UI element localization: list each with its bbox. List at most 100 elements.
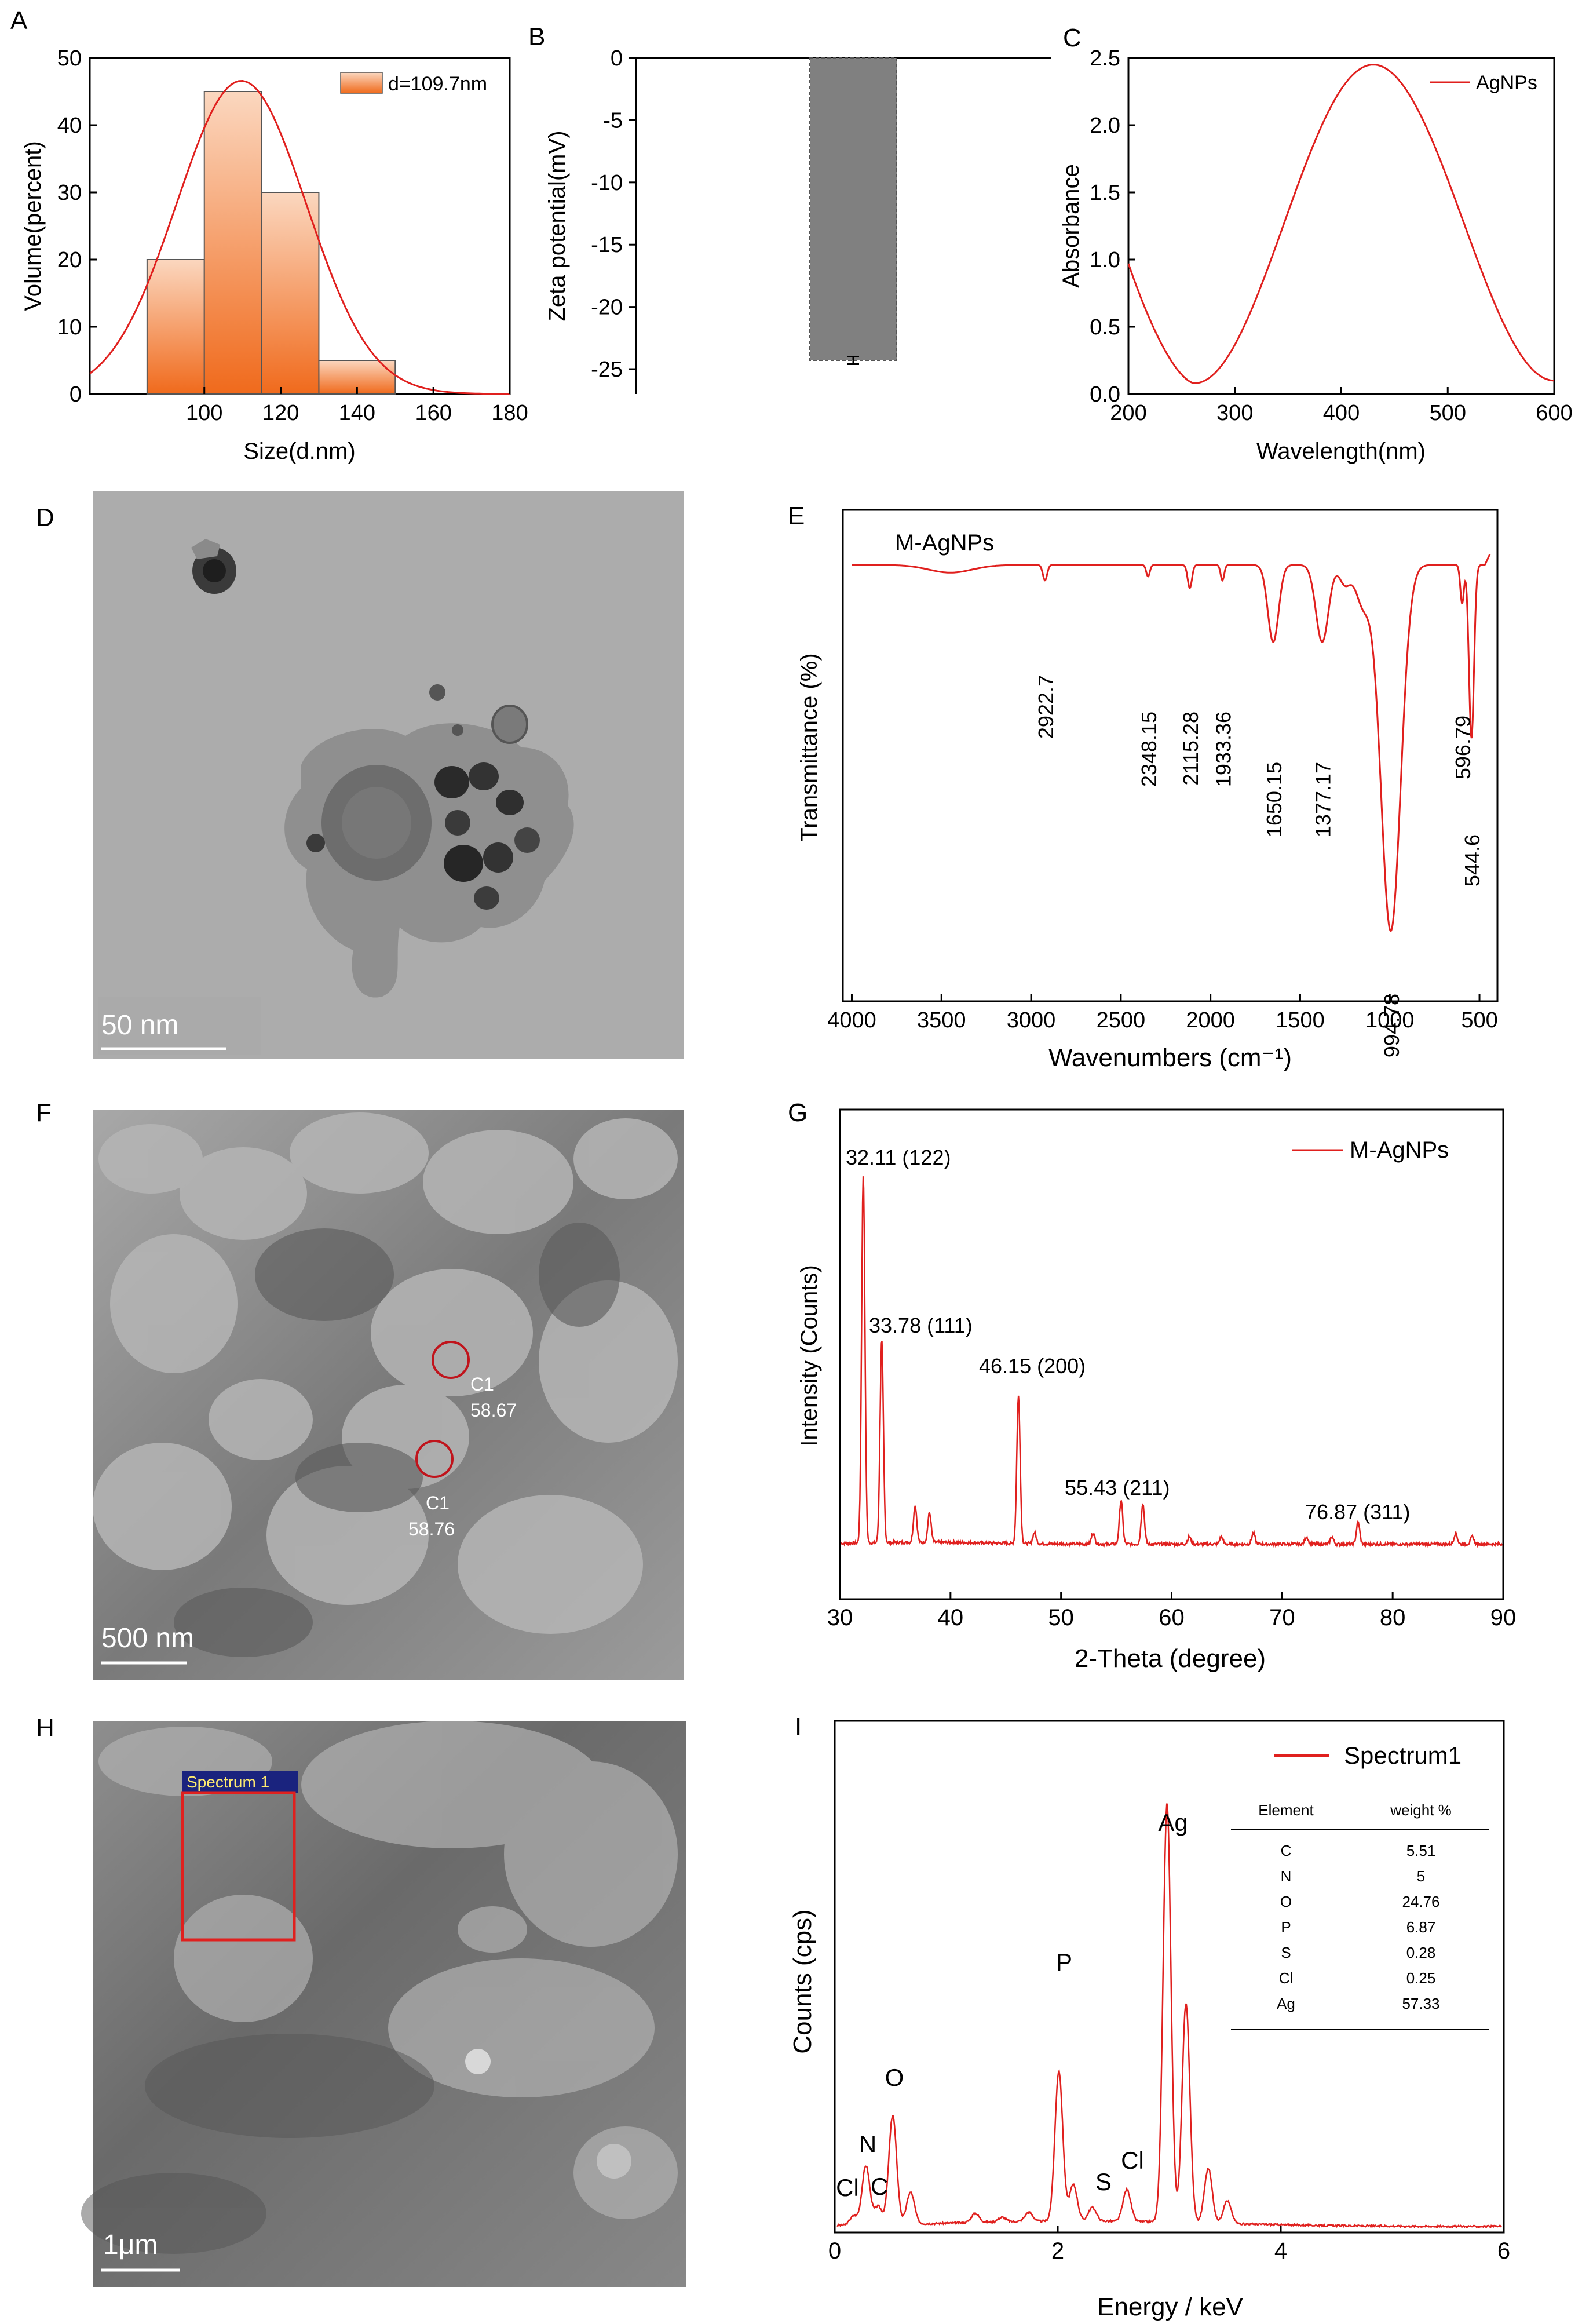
scale-label-d: 50 nm [101,1010,178,1041]
legend-label-g: M-AgNPs [1350,1137,1449,1163]
y-tick-label-a: 50 [57,46,82,71]
peak-label-i: Cl [836,2174,859,2201]
peak-label-e: 1377.17 [1311,762,1335,837]
table-cell-weight: 6.87 [1406,1918,1436,1936]
y-tick-label-c: 2.0 [1090,114,1120,138]
y-tick-label-b: -15 [591,233,623,257]
peak-label-i: Cl [1121,2147,1144,2174]
element-table: Element weight % C 5.51 N 5 O 24.76 P 6.87 S 0.28… [1231,1801,1489,2030]
y-tick-label-c: 0.5 [1090,315,1120,340]
x-tick-label-c: 600 [1536,401,1572,425]
x-tick-label-e: 1500 [1276,1008,1325,1033]
spectrum-region-label: Spectrum 1 [187,1773,269,1791]
table-cell-weight: 5.51 [1406,1842,1436,1859]
peak-label-g: 32.11 (122) [846,1145,951,1169]
peak-label-i: S [1095,2168,1112,2195]
peak-label-e: 2348.15 [1137,712,1161,787]
x-tick-label-i: 6 [1497,2238,1510,2264]
marker-circle-2 [415,1440,454,1478]
panel-e: E 2922.7 2348.15 2115.28 1933.36 1650.15 1377… [788,502,1499,1072]
series-label-e: M-AgNPs [895,530,994,556]
table-cell-weight: 57.33 [1402,1995,1439,2012]
y-tick-label-c: 1.0 [1090,248,1120,272]
panel-label-a: A [10,6,28,35]
bars-a [146,91,396,395]
panel-g: G 32.11 (122) 33.78 (111) 46.15 (200) 55.43… [788,1099,1516,1673]
peak-label-e: 1933.36 [1211,712,1235,787]
panel-label-i: I [795,1713,802,1741]
peak-label-i: N [859,2130,876,2158]
x-tick-label-g: 40 [938,1605,964,1630]
x-tick-label-a: 160 [415,401,451,425]
x-tick-label-g: 50 [1048,1605,1074,1630]
y-tick-label-a: 30 [57,181,82,205]
spectrum-label-box [182,1771,298,1793]
panel-label-b: B [528,23,545,51]
x-tick-label-a: 120 [262,401,299,425]
xrd-curve [841,1176,1503,1549]
panel-label-d: D [36,504,54,532]
peak-label-i: O [885,2064,904,2091]
x-tick-label-i: 2 [1051,2238,1064,2264]
x-tick-label-g: 30 [827,1605,853,1630]
panel-label-h: H [36,1714,54,1742]
marker-value-1: 58.67 [470,1400,517,1421]
x-tick-label-g: 90 [1490,1605,1517,1630]
panel-label-f: F [36,1099,52,1127]
table-cell-element: Cl [1279,1969,1294,1987]
panel-label-g: G [788,1099,808,1127]
plot-frame-i [834,1720,1505,2234]
gaussian-fit-curve [89,79,510,395]
panel-c: C 200 300 400 500 600 0.0 0.5 1.0 1.5 2.0 2.5 AgN… [1058,24,1573,464]
y-tick-label-c: 1.5 [1090,181,1120,205]
x-tick-label-e: 3500 [917,1008,966,1033]
x-tick-label-g: 80 [1380,1605,1406,1630]
marker-value-2: 58.76 [408,1519,455,1539]
scale-label-h: 1μm [103,2230,158,2260]
peak-label-g: 33.78 (111) [869,1314,973,1337]
x-tick-label-e: 500 [1461,1008,1497,1033]
table-cell-element: O [1280,1893,1292,1910]
peak-label-e: 596.79 [1451,716,1475,779]
peak-label-g: 46.15 (200) [979,1354,1086,1378]
tem-image: 50 nm [93,491,684,1059]
x-tick-label-g: 70 [1269,1605,1295,1630]
x-tick-label-e: 2500 [1097,1008,1146,1033]
plot-frame-e [842,509,1499,1002]
y-tick-label-c: 2.5 [1090,46,1120,71]
plot-frame-c [1127,57,1555,395]
x-axis-title-g: 2-Theta (degree) [1075,1644,1266,1673]
y-tick-label-a: 40 [57,114,82,138]
y-axis-title-e: Transmittance (%) [796,653,822,841]
panel-d: D 50 nm [36,491,684,1059]
y-axis-title-g: Intensity (Counts) [796,1265,822,1446]
zeta-bar [809,57,897,361]
x-tick-label-e: 2000 [1186,1008,1235,1033]
x-tick-label-c: 200 [1110,401,1146,425]
table-header-element: Element [1258,1801,1314,1819]
peak-label-e: 1650.15 [1262,762,1286,837]
y-tick-label-b: -25 [591,357,623,382]
y-tick-label-b: -10 [591,171,623,195]
y-axis-title-i: Counts (cps) [788,1909,817,2053]
y-tick-label-c: 0.0 [1090,382,1120,407]
table-cell-element: S [1281,1944,1291,1961]
peak-label-e: 544.6 [1460,834,1484,886]
x-tick-label-i: 4 [1274,2238,1287,2264]
x-axis-title-a: Size(d.nm) [243,439,355,464]
peak-label-g: 55.43 (211) [1065,1476,1170,1500]
table-cell-element: Ag [1277,1995,1295,2012]
y-tick-label-b: 0 [611,46,623,71]
peak-label-i: Ag [1158,1809,1188,1836]
y-tick-label-a: 10 [57,315,82,340]
panel-label-e: E [788,502,805,530]
x-tick-label-a: 100 [186,401,222,425]
x-axis-title-e: Wavenumbers (cm⁻¹) [1048,1044,1292,1072]
eds-curve [836,1803,1502,2229]
table-cell-element: N [1281,1867,1292,1885]
table-cell-weight: 24.76 [1402,1893,1439,1910]
x-tick-label-i: 0 [828,2238,841,2264]
y-tick-label-a: 20 [57,248,82,272]
